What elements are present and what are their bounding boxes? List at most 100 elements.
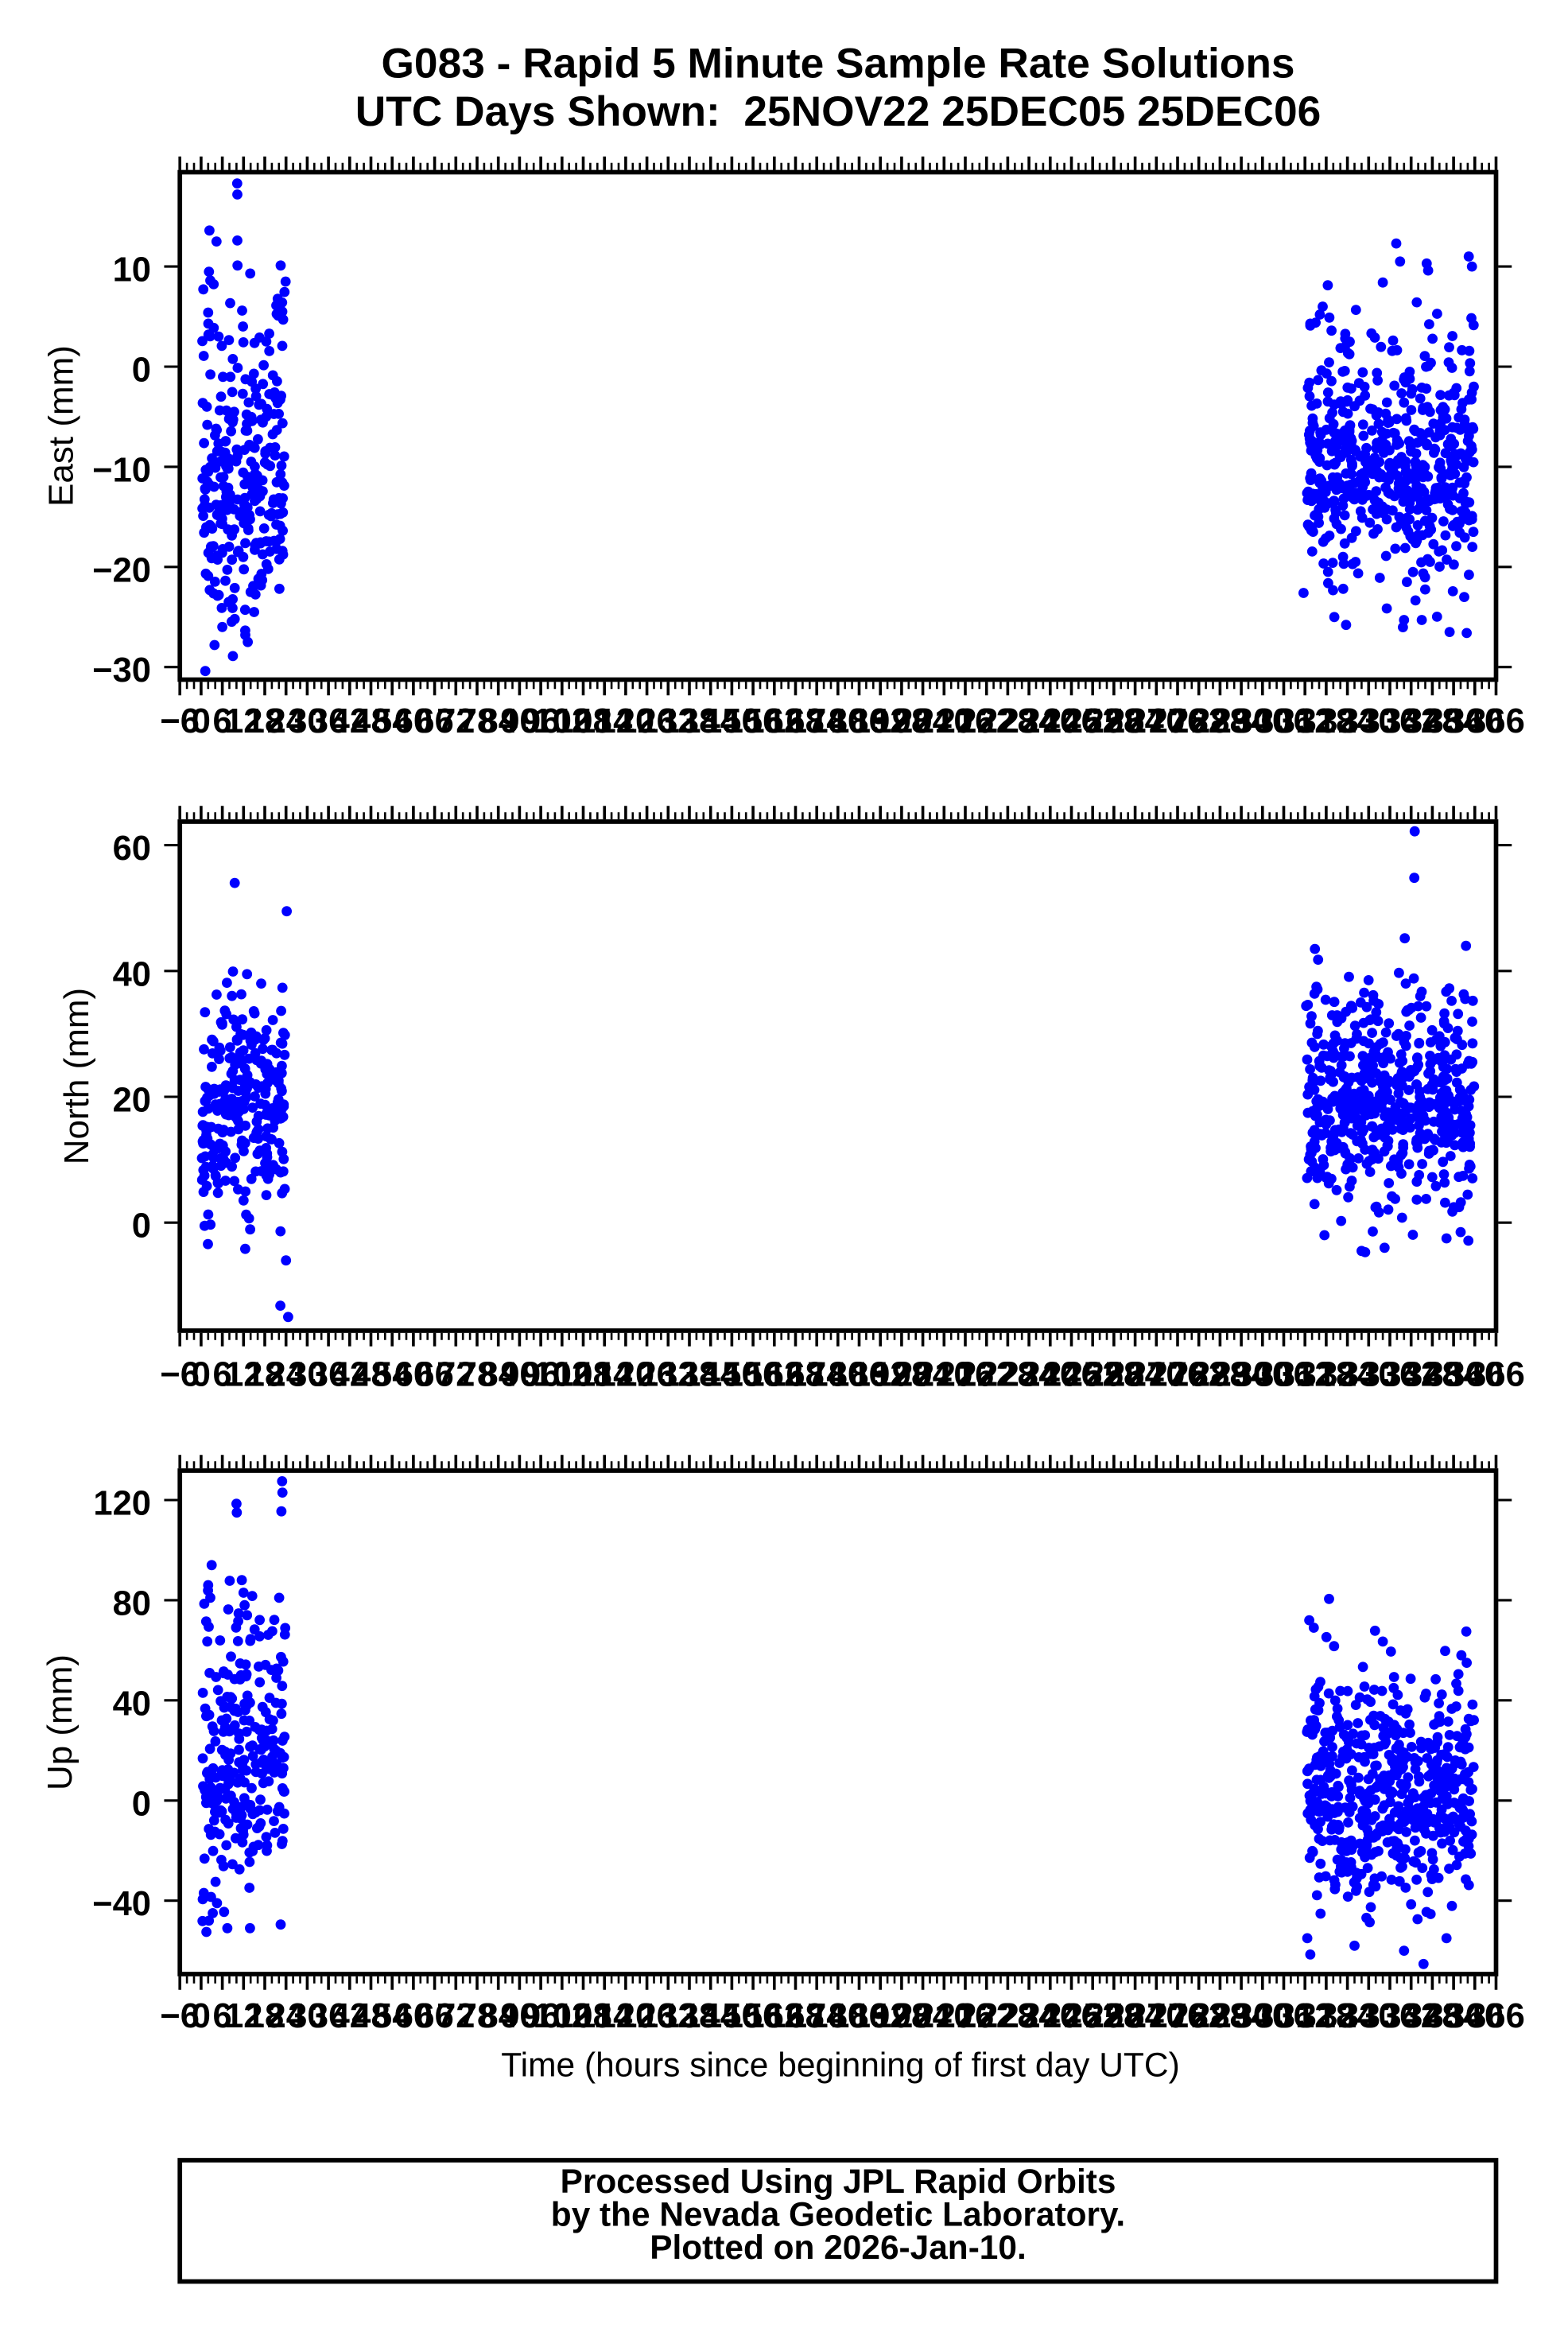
svg-text:138: 138 [661,1356,719,1394]
svg-text:300: 300 [1234,1356,1292,1394]
svg-text:36: 36 [309,702,347,740]
svg-text:80: 80 [113,1584,151,1623]
svg-text:246: 246 [1042,1997,1100,2035]
svg-text:282: 282 [1170,1356,1228,1394]
svg-text:324: 324 [1318,1356,1376,1394]
svg-text:150: 150 [703,702,761,740]
svg-text:192: 192 [852,1356,910,1394]
svg-text:Processed Using JPL Rapid Orbi: Processed Using JPL Rapid Orbits [561,2163,1116,2200]
svg-text:300: 300 [1234,702,1292,740]
svg-text:342: 342 [1382,1356,1440,1394]
svg-text:282: 282 [1170,1997,1228,2035]
svg-text:6: 6 [212,702,231,740]
svg-text:252: 252 [1064,702,1122,740]
svg-text:150: 150 [703,1997,761,2035]
svg-text:348: 348 [1403,1356,1461,1394]
svg-text:60: 60 [394,702,433,740]
svg-text:18: 18 [246,1997,284,2035]
svg-text:348: 348 [1403,1997,1461,2035]
svg-text:18: 18 [246,1356,284,1394]
svg-text:−40: −40 [92,1885,151,1923]
svg-text:366: 366 [1467,1997,1525,2035]
svg-text:144: 144 [681,1356,739,1394]
svg-text:72: 72 [437,1997,475,2035]
svg-text:240: 240 [1022,702,1080,740]
svg-text:162: 162 [746,1997,804,2035]
svg-text:198: 198 [873,1356,931,1394]
svg-text:300: 300 [1234,1997,1292,2035]
svg-text:132: 132 [639,1997,697,2035]
svg-text:288: 288 [1191,702,1249,740]
svg-text:30: 30 [288,1356,326,1394]
svg-text:60: 60 [113,830,151,868]
svg-text:42: 42 [331,1356,369,1394]
svg-text:108: 108 [554,1356,612,1394]
svg-text:168: 168 [767,1356,825,1394]
svg-text:222: 222 [957,702,1015,740]
svg-text:G083 - Rapid 5 Minute Sample R: G083 - Rapid 5 Minute Sample Rate Soluti… [381,41,1294,87]
svg-text:66: 66 [415,1356,453,1394]
svg-text:Time (hours since beginning of: Time (hours since beginning of first day… [501,2047,1179,2085]
svg-text:18: 18 [246,702,284,740]
svg-text:78: 78 [458,702,496,740]
svg-text:186: 186 [830,1997,888,2035]
svg-text:264: 264 [1106,702,1164,740]
svg-text:282: 282 [1170,702,1228,740]
svg-text:144: 144 [681,1997,739,2035]
svg-text:20: 20 [113,1082,151,1120]
svg-text:0: 0 [132,1785,151,1823]
svg-text:90: 90 [500,1356,538,1394]
svg-text:270: 270 [1127,702,1186,740]
svg-text:84: 84 [479,702,518,740]
svg-text:276: 276 [1149,1356,1207,1394]
svg-text:186: 186 [830,702,888,740]
svg-text:354: 354 [1425,702,1483,740]
svg-text:288: 288 [1191,1997,1249,2035]
svg-text:174: 174 [788,1356,846,1394]
svg-text:126: 126 [618,1356,676,1394]
svg-text:10: 10 [113,251,151,290]
svg-text:114: 114 [576,702,632,740]
svg-text:246: 246 [1042,702,1100,740]
svg-text:60: 60 [394,1356,433,1394]
svg-text:96: 96 [522,1356,560,1394]
svg-text:192: 192 [852,702,910,740]
svg-text:204: 204 [894,1356,952,1394]
svg-text:210: 210 [915,1997,973,2035]
svg-text:234: 234 [1000,702,1058,740]
svg-text:120: 120 [93,1485,151,1523]
svg-text:210: 210 [915,1356,973,1394]
svg-text:108: 108 [554,702,612,740]
svg-text:24: 24 [267,702,305,740]
svg-text:−10: −10 [92,451,151,489]
svg-text:66: 66 [415,1997,453,2035]
svg-text:150: 150 [703,1356,761,1394]
svg-text:294: 294 [1213,1997,1271,2035]
svg-text:360: 360 [1446,1356,1504,1394]
svg-text:306: 306 [1255,702,1313,740]
svg-text:12: 12 [224,1997,262,2035]
svg-text:54: 54 [373,1997,411,2035]
svg-text:−20: −20 [92,551,151,589]
svg-text:312: 312 [1276,1997,1334,2035]
svg-text:318: 318 [1298,1356,1356,1394]
svg-text:276: 276 [1149,702,1207,740]
svg-text:330: 330 [1340,1997,1398,2035]
svg-text:Plotted on 2026-Jan-10.: Plotted on 2026-Jan-10. [650,2229,1027,2266]
svg-text:348: 348 [1403,702,1461,740]
svg-text:by the Nevada Geodetic Laborat: by the Nevada Geodetic Laboratory. [551,2196,1125,2233]
svg-text:168: 168 [767,1997,825,2035]
svg-text:270: 270 [1127,1356,1186,1394]
svg-text:276: 276 [1149,1997,1207,2035]
svg-text:330: 330 [1340,702,1398,740]
svg-text:192: 192 [852,1997,910,2035]
svg-text:228: 228 [979,702,1037,740]
svg-text:132: 132 [639,702,697,740]
svg-text:120: 120 [597,1356,655,1394]
svg-text:48: 48 [351,1997,390,2035]
svg-text:30: 30 [288,702,326,740]
svg-text:240: 240 [1022,1356,1080,1394]
svg-text:North (mm): North (mm) [57,988,96,1164]
svg-text:204: 204 [894,1997,952,2035]
svg-text:126: 126 [618,1997,676,2035]
